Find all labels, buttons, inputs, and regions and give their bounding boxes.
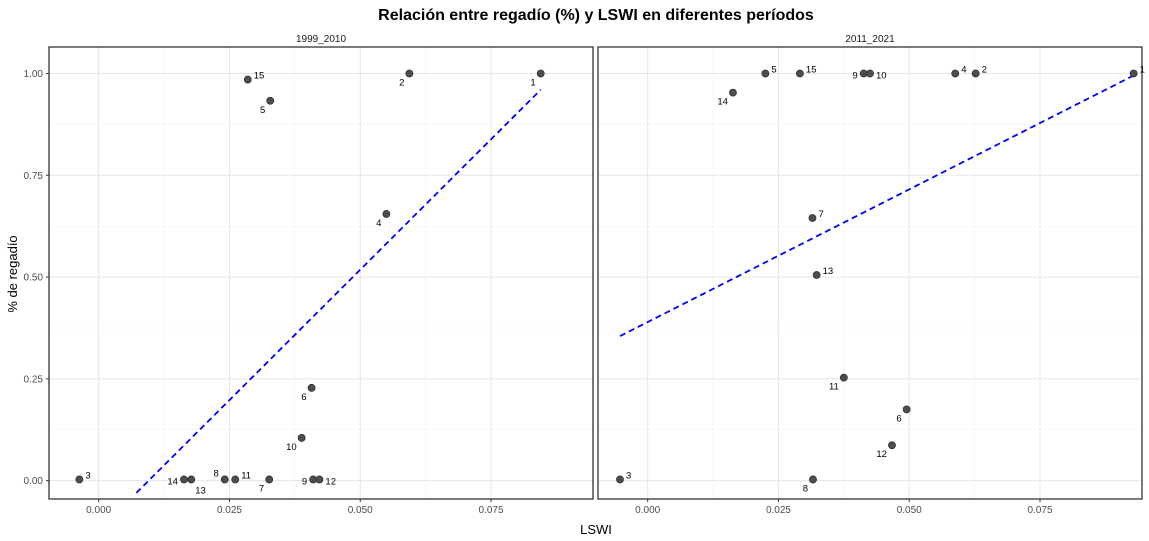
point-label: 13: [195, 485, 206, 496]
x-tick-label: 0.025: [766, 505, 791, 516]
data-point: [902, 405, 911, 414]
panel-border: [48, 46, 594, 500]
x-tick-label: 0.075: [478, 505, 503, 516]
panel-strip-label: 2011_2021: [845, 34, 895, 45]
x-tick-label: 0.050: [897, 505, 922, 516]
data-point: [616, 475, 624, 484]
data-point: [266, 96, 275, 105]
point-label: 3: [85, 470, 90, 481]
point-label: 4: [376, 218, 381, 229]
point-label: 11: [241, 470, 251, 481]
data-point: [220, 475, 229, 484]
trend-line: [619, 74, 1135, 337]
panel-strip-label: 1999_2010: [296, 34, 346, 45]
x-axis-title: LSWI: [580, 522, 612, 537]
y-tick-label: 0.50: [24, 273, 44, 284]
data-point: [187, 475, 196, 484]
data-point: [315, 475, 324, 484]
chart-title: Relación entre regadío (%) y LSWI en dif…: [378, 7, 814, 24]
point-label: 6: [896, 413, 901, 424]
y-axis-title: % de regadío: [5, 235, 20, 312]
data-point: [243, 75, 252, 84]
data-point: [729, 88, 737, 97]
point-label: 11: [829, 382, 839, 393]
data-point: [536, 69, 545, 78]
data-point: [307, 383, 316, 392]
point-label: 1: [1140, 64, 1145, 75]
point-label: 14: [717, 97, 728, 108]
data-point: [839, 373, 848, 382]
point-label: 15: [806, 64, 817, 75]
data-point: [405, 69, 414, 78]
data-point: [808, 214, 817, 222]
data-point: [180, 475, 188, 484]
data-point: [888, 441, 896, 450]
data-point: [265, 475, 274, 484]
point-label: 7: [259, 483, 264, 494]
data-point: [297, 434, 306, 442]
data-point: [761, 69, 770, 78]
point-label: 6: [301, 392, 306, 403]
data-point: [812, 271, 821, 279]
x-tick-label: 0.000: [635, 505, 660, 516]
panel-border: [597, 46, 1143, 500]
data-point: [231, 475, 240, 484]
panel-1999-2010: 1999_2010 0.000 0.025 0.050 0.075 0.00 0.25 0.5…: [24, 34, 594, 516]
point-label: 9: [852, 70, 857, 81]
trend-line: [135, 89, 542, 494]
x-tick-label: 0.000: [86, 505, 111, 516]
point-label: 4: [961, 64, 966, 75]
data-point: [866, 69, 874, 78]
point-label: 8: [803, 483, 808, 494]
data-point: [382, 210, 391, 218]
data-point: [75, 475, 84, 484]
y-tick-label: 0.75: [24, 171, 44, 182]
point-label: 2: [399, 77, 404, 88]
point-label: 9: [302, 476, 307, 487]
point-label: 5: [260, 105, 265, 116]
point-label: 3: [626, 470, 631, 481]
point-label: 5: [771, 64, 776, 75]
point-label: 12: [325, 476, 336, 487]
data-point: [809, 475, 817, 484]
data-point: [796, 69, 804, 78]
point-label: 10: [876, 70, 887, 81]
y-tick-label: 0.25: [24, 374, 44, 385]
y-tick-label: 1.00: [24, 69, 44, 80]
x-tick-label: 0.075: [1027, 505, 1052, 516]
x-tick-label: 0.050: [348, 505, 373, 516]
point-label: 7: [818, 209, 823, 220]
data-point: [1129, 69, 1138, 78]
point-label: 12: [876, 449, 887, 460]
point-label: 14: [167, 476, 178, 487]
point-label: 15: [254, 71, 265, 82]
data-point: [951, 69, 960, 78]
data-point: [971, 69, 980, 78]
point-label: 8: [213, 468, 218, 479]
point-label: 1: [530, 77, 535, 88]
point-label: 13: [823, 266, 834, 277]
y-tick-label: 0.00: [24, 476, 44, 487]
point-label: 2: [982, 64, 987, 75]
point-label: 10: [286, 442, 297, 453]
x-tick-label: 0.025: [217, 505, 242, 516]
